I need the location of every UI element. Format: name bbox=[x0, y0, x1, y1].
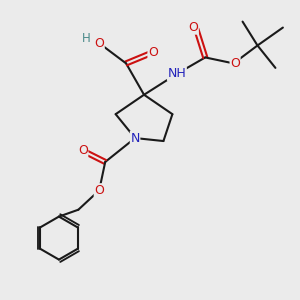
Text: O: O bbox=[78, 143, 88, 157]
Text: N: N bbox=[130, 132, 140, 145]
Text: O: O bbox=[188, 21, 198, 34]
Text: H: H bbox=[82, 32, 91, 45]
Text: O: O bbox=[94, 184, 104, 197]
Text: O: O bbox=[94, 38, 104, 50]
Text: O: O bbox=[230, 57, 240, 70]
Text: O: O bbox=[148, 46, 158, 59]
Text: NH: NH bbox=[167, 68, 186, 80]
